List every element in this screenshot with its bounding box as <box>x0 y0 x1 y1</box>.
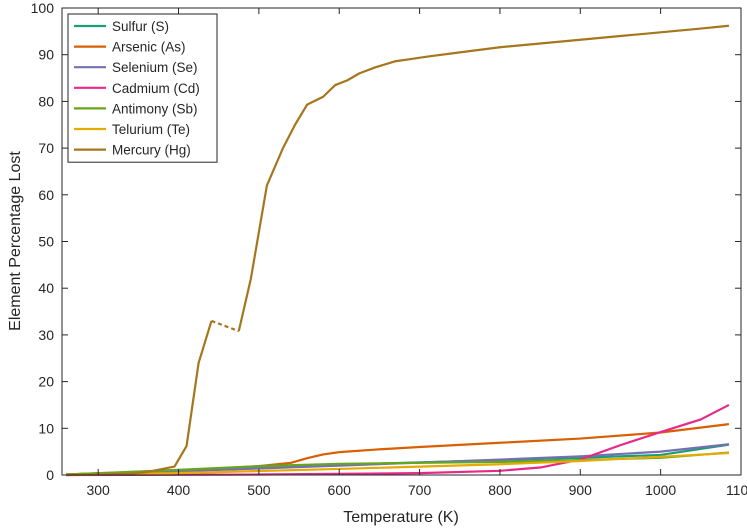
x-tick-label: 900 <box>569 482 593 498</box>
y-tick-label: 70 <box>38 140 54 156</box>
x-tick-label: 500 <box>247 482 271 498</box>
y-tick-label: 10 <box>38 420 54 436</box>
y-tick-label: 80 <box>38 93 54 109</box>
x-tick-label: 400 <box>167 482 191 498</box>
y-tick-label: 90 <box>38 47 54 63</box>
x-tick-label: 300 <box>86 482 110 498</box>
x-axis-label: Temperature (K) <box>343 509 459 526</box>
x-tick-label: 600 <box>328 482 352 498</box>
y-tick-label: 30 <box>38 327 54 343</box>
legend-label: Telurium (Te) <box>112 122 190 137</box>
y-tick-label: 20 <box>38 374 54 390</box>
legend-label: Arsenic (As) <box>112 40 186 55</box>
series-line <box>237 24 730 332</box>
legend-label: Selenium (Se) <box>112 60 198 75</box>
series-line <box>66 320 213 477</box>
x-tick-label: 800 <box>488 482 512 498</box>
y-tick-label: 60 <box>38 187 54 203</box>
y-tick-label: 100 <box>31 0 55 16</box>
legend: Sulfur (S) Arsenic (As) Selenium (Se) Cadmi… <box>67 13 218 163</box>
legend-label: Mercury (Hg) <box>112 143 191 158</box>
legend-label: Sulfur (S) <box>112 19 169 34</box>
y-tick-label: 50 <box>38 234 54 250</box>
legend-label: Cadmium (Cd) <box>112 81 200 96</box>
x-tick-label: 1000 <box>645 482 676 498</box>
y-tick-label: 0 <box>46 467 54 483</box>
x-tick-label: 700 <box>408 482 432 498</box>
y-tick-label: 40 <box>38 280 54 296</box>
legend-label: Antimony (Sb) <box>112 101 198 116</box>
series-line-dashed <box>211 319 240 333</box>
y-axis-label: Element Percentage Lost <box>7 151 24 331</box>
